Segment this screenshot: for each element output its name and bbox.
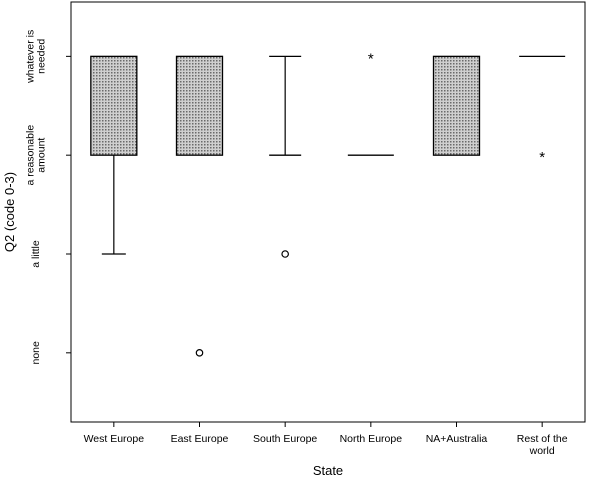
box-group bbox=[90, 55, 138, 255]
box bbox=[175, 55, 224, 156]
extreme-point: * bbox=[368, 50, 374, 67]
box-series: ** bbox=[90, 50, 566, 357]
y-tick-label: whatever is bbox=[24, 30, 36, 84]
x-tick-label: West Europe bbox=[84, 433, 145, 445]
box bbox=[90, 55, 138, 156]
y-tick-label: amount bbox=[35, 138, 47, 173]
x-tick-label: world bbox=[529, 445, 555, 457]
box-group bbox=[175, 55, 224, 357]
y-axis: none a little a reasonable amount whatever i… bbox=[24, 30, 71, 365]
box-group bbox=[269, 55, 302, 258]
y-tick-label: none bbox=[30, 341, 42, 365]
x-axis: West Europe East Europe South Europe North … bbox=[84, 422, 568, 457]
box-group: * bbox=[347, 50, 394, 156]
y-tick-label: a little bbox=[30, 240, 42, 268]
x-tick-label: Rest of the bbox=[517, 433, 568, 445]
x-tick-label: North Europe bbox=[340, 433, 403, 445]
y-axis-label: Q2 (code 0-3) bbox=[2, 172, 17, 252]
outlier-point bbox=[281, 250, 289, 258]
extreme-point: * bbox=[539, 149, 545, 166]
box-group bbox=[432, 55, 481, 156]
box bbox=[432, 55, 481, 156]
x-tick-label: East Europe bbox=[171, 433, 229, 445]
x-tick-label: NA+Australia bbox=[426, 433, 488, 445]
plot-frame bbox=[70, 1, 586, 423]
x-tick-label: South Europe bbox=[253, 433, 317, 445]
y-tick-label: a reasonable bbox=[24, 125, 36, 186]
box-group: * bbox=[519, 55, 566, 166]
outlier-point bbox=[195, 349, 204, 357]
x-axis-label: State bbox=[313, 463, 343, 478]
y-tick-label: needed bbox=[35, 39, 47, 74]
